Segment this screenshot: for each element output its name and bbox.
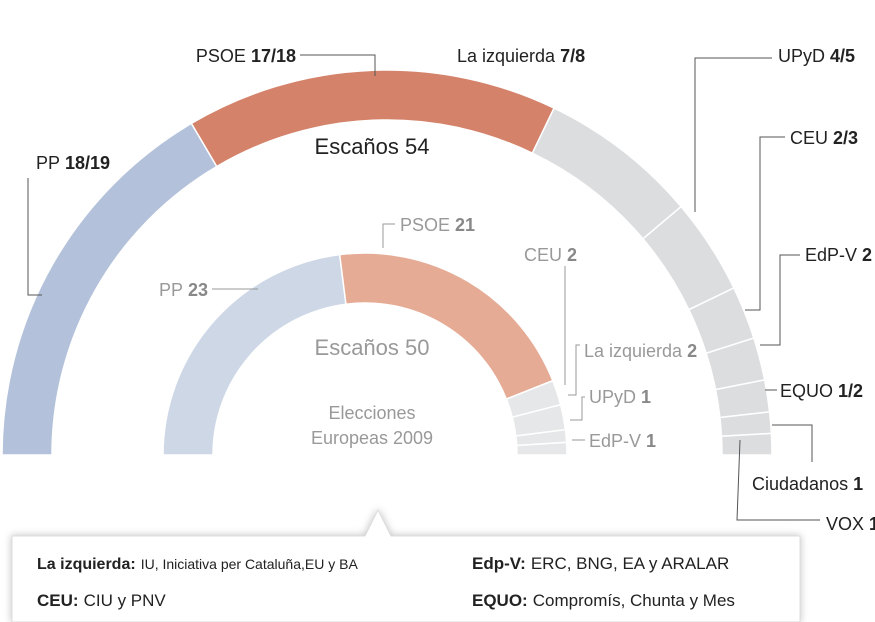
- legend-item: La izquierda: IU, Iniciativa per Cataluña…: [37, 556, 358, 573]
- segment-label: VOX 1: [826, 514, 875, 534]
- leader-line: [745, 136, 785, 311]
- segment-value: 2/3: [833, 128, 858, 148]
- leader-line: [568, 344, 580, 396]
- arc-segment: [531, 107, 683, 240]
- legend-term: CEU:: [37, 591, 79, 610]
- segment-name: VOX: [826, 514, 864, 534]
- legend-text: Compromís, Chunta y Mes: [533, 591, 735, 610]
- segment-value: 21: [455, 215, 475, 235]
- arc-segment: [338, 252, 554, 401]
- leader-line: [300, 54, 376, 76]
- segment-label: PP 18/19: [36, 153, 110, 173]
- segment-label: PP 23: [159, 280, 208, 300]
- segment-name: Ciudadanos: [752, 474, 848, 494]
- arcs: [1, 69, 773, 456]
- segment-value: 2: [862, 245, 872, 265]
- center-label: Escaños 54: [315, 134, 430, 159]
- legend-item: EQUO: Compromís, Chunta y Mes: [472, 591, 735, 610]
- segment-value: 1/2: [838, 381, 863, 401]
- segment-label: UPyD 1: [589, 387, 651, 407]
- segment-value: 17/18: [251, 46, 296, 66]
- segment-name: PP: [159, 280, 183, 300]
- segment-label: CEU 2: [524, 245, 577, 265]
- segment-label: Ciudadanos 1: [752, 474, 863, 494]
- segment-label: La izquierda 2: [584, 341, 697, 361]
- segment-name: UPyD: [778, 46, 825, 66]
- arc-segment: [720, 432, 773, 456]
- segment-name: UPyD: [589, 387, 636, 407]
- segment-name: La izquierda: [457, 46, 556, 66]
- subtitle: Europeas 2009: [311, 428, 433, 448]
- leader-line: [570, 396, 585, 421]
- legend-box: La izquierda: IU, Iniciativa per Cataluña…: [11, 508, 801, 622]
- segment-value: 1: [646, 431, 656, 451]
- leader-line: [27, 178, 42, 296]
- segment-name: EQUO: [780, 381, 833, 401]
- center-label: Escaños 50: [315, 335, 430, 360]
- segment-value: 2: [567, 245, 577, 265]
- legend-text: CIU y PNV: [84, 591, 167, 610]
- legend-text: ERC, BNG, EA y ARALAR: [531, 554, 729, 573]
- segment-value: 7/8: [560, 46, 585, 66]
- segment-name: CEU: [524, 245, 562, 265]
- segment-name: PSOE: [196, 46, 246, 66]
- segment-name: EdP-V: [589, 431, 641, 451]
- legend-panel: [11, 508, 801, 622]
- segment-value: 1: [641, 387, 651, 407]
- arc-segment: [515, 441, 568, 456]
- segment-label: EdP-V 2: [805, 245, 872, 265]
- leader-line: [382, 223, 395, 248]
- leader-line: [760, 254, 800, 346]
- segment-value: 1: [853, 474, 863, 494]
- leader-line: [772, 424, 813, 462]
- segment-label: EQUO 1/2: [780, 381, 863, 401]
- segment-label: PSOE 21: [400, 215, 475, 235]
- segment-value: 2: [687, 341, 697, 361]
- segment-value: 4/5: [830, 46, 855, 66]
- segment-label: PSOE 17/18: [196, 46, 296, 66]
- segment-name: PP: [36, 153, 60, 173]
- legend-item: Edp-V: ERC, BNG, EA y ARALAR: [472, 554, 729, 573]
- segment-name: CEU: [790, 128, 828, 148]
- legend-term: La izquierda:: [37, 556, 136, 573]
- segment-label: UPyD 4/5: [778, 46, 855, 66]
- segment-value: 18/19: [65, 153, 110, 173]
- legend-term: Edp-V:: [472, 554, 526, 573]
- segment-label: La izquierda 7/8: [457, 46, 585, 66]
- segment-value: 23: [188, 280, 208, 300]
- leader-line: [736, 439, 820, 521]
- segment-label: EdP-V 1: [589, 431, 656, 451]
- segment-label: CEU 2/3: [790, 128, 858, 148]
- leader-line: [694, 57, 772, 212]
- subtitle: Elecciones: [328, 403, 415, 423]
- segment-value: 1: [869, 514, 875, 534]
- segment-name: PSOE: [400, 215, 450, 235]
- segment-name: La izquierda: [584, 341, 683, 361]
- legend-text: IU, Iniciativa per Cataluña,EU y BA: [141, 556, 359, 572]
- legend-term: EQUO:: [472, 591, 528, 610]
- legend-item: CEU: CIU y PNV: [37, 591, 166, 610]
- segment-name: EdP-V: [805, 245, 857, 265]
